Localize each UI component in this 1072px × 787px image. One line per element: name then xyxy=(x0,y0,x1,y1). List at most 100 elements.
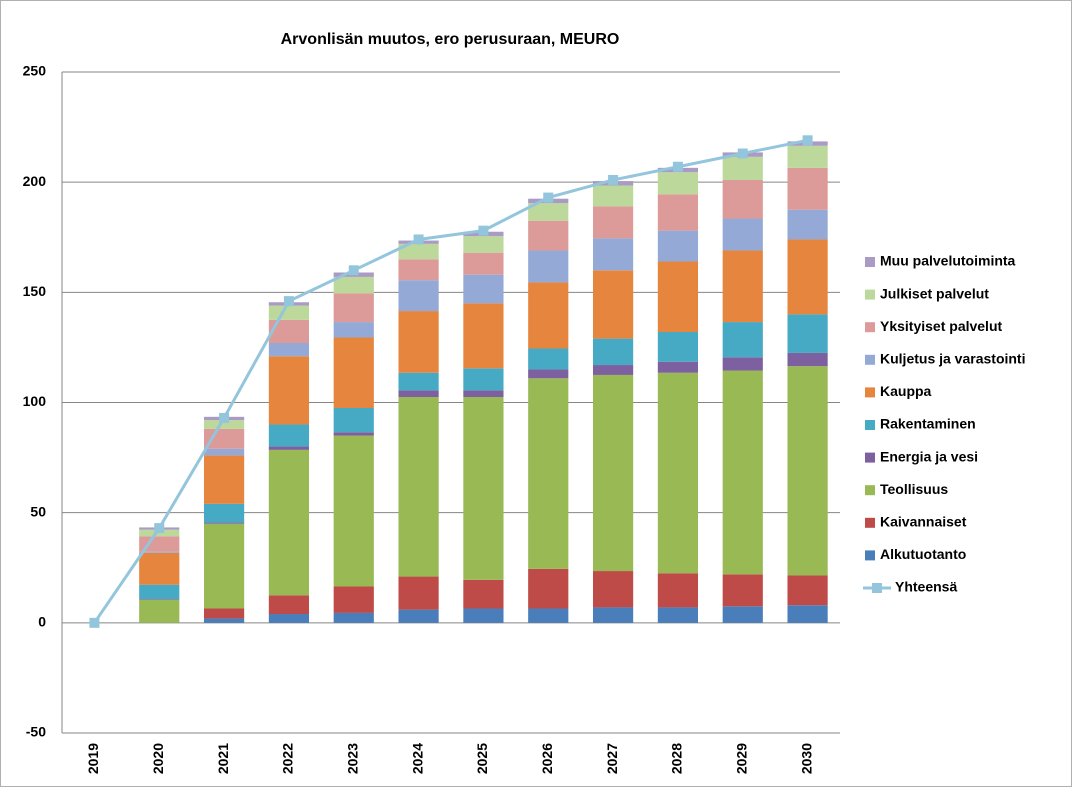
bar-segment xyxy=(463,579,504,609)
bar-segment xyxy=(333,322,374,338)
y-tick-label: 200 xyxy=(23,173,47,189)
y-tick-label: 100 xyxy=(23,393,47,409)
legend-swatch xyxy=(865,322,875,333)
bar-segment xyxy=(722,156,763,180)
total-marker xyxy=(543,192,554,203)
bar-segment xyxy=(333,435,374,587)
total-marker xyxy=(154,523,165,534)
total-marker xyxy=(672,161,683,172)
legend-swatch xyxy=(865,289,875,300)
legend-label: Kaivannaiset xyxy=(880,514,967,530)
bar-segment xyxy=(268,614,310,623)
bar-segment xyxy=(657,573,699,608)
bar-segment xyxy=(203,428,245,449)
x-tick-label: 2021 xyxy=(215,743,231,774)
x-tick-label: 2022 xyxy=(280,743,296,774)
total-marker xyxy=(802,135,813,146)
bar-segment xyxy=(528,608,569,623)
legend-marker xyxy=(872,583,882,593)
total-marker xyxy=(737,148,748,159)
y-tick-label: -50 xyxy=(26,724,46,740)
bar-segment xyxy=(592,270,634,339)
bar-segment xyxy=(268,446,310,450)
bar-segment xyxy=(528,282,569,349)
x-tick-label: 2030 xyxy=(798,743,814,774)
bar-segment xyxy=(139,584,180,600)
x-tick-label: 2028 xyxy=(669,743,685,774)
bar-segment xyxy=(398,280,439,312)
bar-segment xyxy=(722,322,763,358)
bar-segment xyxy=(463,396,504,580)
x-tick-label: 2023 xyxy=(344,743,360,774)
bar-segment xyxy=(139,599,180,623)
bar-segment xyxy=(398,372,439,391)
bar-segment xyxy=(398,259,439,281)
bar-segment xyxy=(787,209,828,240)
y-tick-label: 0 xyxy=(38,614,46,630)
total-line xyxy=(93,138,808,624)
legend-swatch xyxy=(865,387,875,398)
legend-label: Muu palvelutoiminta xyxy=(880,253,1016,269)
legend-swatch xyxy=(865,420,875,430)
total-marker xyxy=(219,412,230,423)
legend-swatch xyxy=(865,354,875,365)
bar-segment xyxy=(722,250,763,323)
x-tick-label: 2027 xyxy=(604,743,620,774)
legend-label: Teollisuus xyxy=(880,481,948,497)
legend-label: Energia ja vesi xyxy=(880,448,978,464)
bar-segment xyxy=(592,571,634,608)
bar-segment xyxy=(592,374,634,572)
bar-segment xyxy=(203,608,245,619)
bar-segment xyxy=(398,396,439,577)
x-tick-label: 2024 xyxy=(409,743,425,774)
bar-segment xyxy=(268,595,310,615)
bar-segment xyxy=(333,293,374,323)
bar-segment xyxy=(463,252,504,275)
y-tick-label: 150 xyxy=(23,283,47,299)
bar-segment xyxy=(722,218,763,251)
total-marker xyxy=(283,296,294,307)
bar-segment xyxy=(333,337,374,409)
bar-segment xyxy=(657,331,699,362)
bar-segment xyxy=(203,503,245,523)
bar-segment xyxy=(787,167,828,210)
bar-segment xyxy=(528,348,569,370)
bar-segment xyxy=(722,370,763,575)
bar-segment xyxy=(398,609,439,623)
bar-segment xyxy=(528,568,569,609)
total-marker xyxy=(89,617,100,628)
bar-segment xyxy=(722,357,763,371)
total-marker xyxy=(478,225,489,236)
bar-segment xyxy=(463,303,504,369)
legend-label: Rakentaminen xyxy=(880,416,976,432)
bar-segment xyxy=(268,356,310,425)
bar-segment xyxy=(787,239,828,315)
bar-segment xyxy=(203,522,245,524)
legend-swatch xyxy=(865,452,875,463)
legend-label: Julkiset palvelut xyxy=(880,285,989,301)
bar-segment xyxy=(398,243,439,260)
bar-segment xyxy=(398,311,439,373)
bar-segment xyxy=(787,352,828,367)
y-tick-label: 50 xyxy=(30,503,46,519)
y-tick-label: 250 xyxy=(23,63,47,79)
bar-segment xyxy=(333,432,374,436)
legend-swatch xyxy=(865,550,875,561)
bar-segment xyxy=(657,194,699,231)
x-tick-label: 2026 xyxy=(539,743,555,774)
bar-segment xyxy=(463,390,504,397)
x-tick-label: 2020 xyxy=(150,743,166,774)
total-marker xyxy=(348,265,359,276)
bar-segment xyxy=(139,551,180,553)
bar-segment xyxy=(787,145,828,168)
bar-segment xyxy=(203,420,245,429)
bar-segment xyxy=(657,361,699,373)
legend-swatch xyxy=(865,257,875,267)
bar-segment xyxy=(787,605,828,623)
bar-segment xyxy=(139,599,180,600)
bar-segment xyxy=(463,236,504,253)
bar-segment xyxy=(398,576,439,610)
bar-segment xyxy=(268,305,310,320)
bar-segment xyxy=(657,230,699,262)
